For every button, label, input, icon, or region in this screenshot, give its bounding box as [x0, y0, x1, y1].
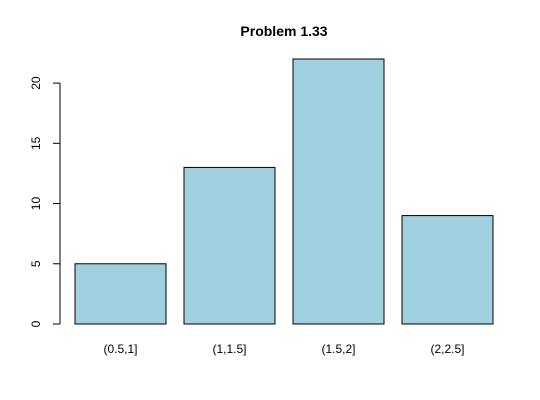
y-tick-label: 5 [29, 260, 43, 267]
x-category-label: (2,2.5] [430, 342, 464, 356]
bar [402, 216, 493, 324]
bars [75, 59, 493, 324]
y-axis: 0 5 10 15 20 [29, 76, 60, 327]
y-tick-label: 10 [29, 197, 43, 211]
x-category-label: (0.5,1] [103, 342, 137, 356]
bar [293, 59, 384, 324]
bar [184, 167, 275, 324]
y-tick-label: 20 [29, 76, 43, 90]
x-category-label: (1,1.5] [212, 342, 246, 356]
chart-title: Problem 1.33 [240, 23, 327, 39]
x-category-label: (1.5,2] [321, 342, 355, 356]
x-axis-labels: (0.5,1] (1,1.5] (1.5,2] (2,2.5] [103, 342, 464, 356]
y-tick-label: 0 [29, 320, 43, 327]
bar [75, 264, 166, 324]
y-tick-label: 15 [29, 136, 43, 150]
